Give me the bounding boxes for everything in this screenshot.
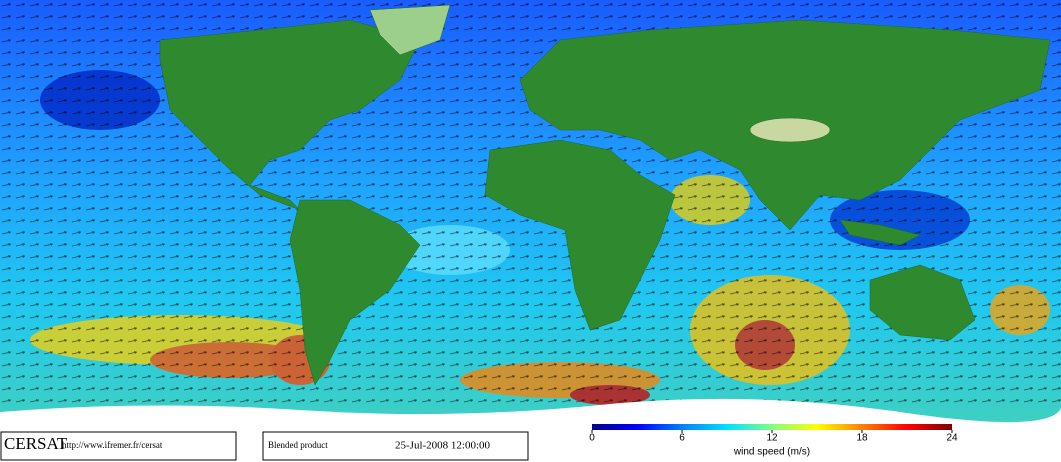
colorbar-tick-label: 6	[679, 433, 685, 444]
antarctica	[0, 398, 1061, 430]
logo-box	[0, 431, 237, 461]
url: http://www.ifremer.fr/cersat	[62, 440, 163, 450]
map	[0, 0, 1061, 430]
colorbar-tick-label: 18	[856, 433, 868, 444]
product-box	[262, 431, 529, 461]
colorbar	[592, 424, 952, 430]
colorbar-tick-label: 24	[946, 433, 958, 444]
date: 25-Jul-2008 12:00:00	[395, 440, 491, 452]
product: Blended product	[268, 440, 328, 450]
continents	[159, 4, 1051, 386]
logo: CERSAT	[4, 434, 68, 453]
footer: CERSAT http://www.ifremer.fr/cersat Blen…	[0, 424, 1061, 462]
footer-bg	[0, 430, 1061, 462]
colorbar-tick-label: 12	[766, 433, 778, 444]
colorbar-tick-label: 0	[589, 433, 595, 444]
colorbar-label: wind speed (m/s)	[733, 447, 810, 458]
